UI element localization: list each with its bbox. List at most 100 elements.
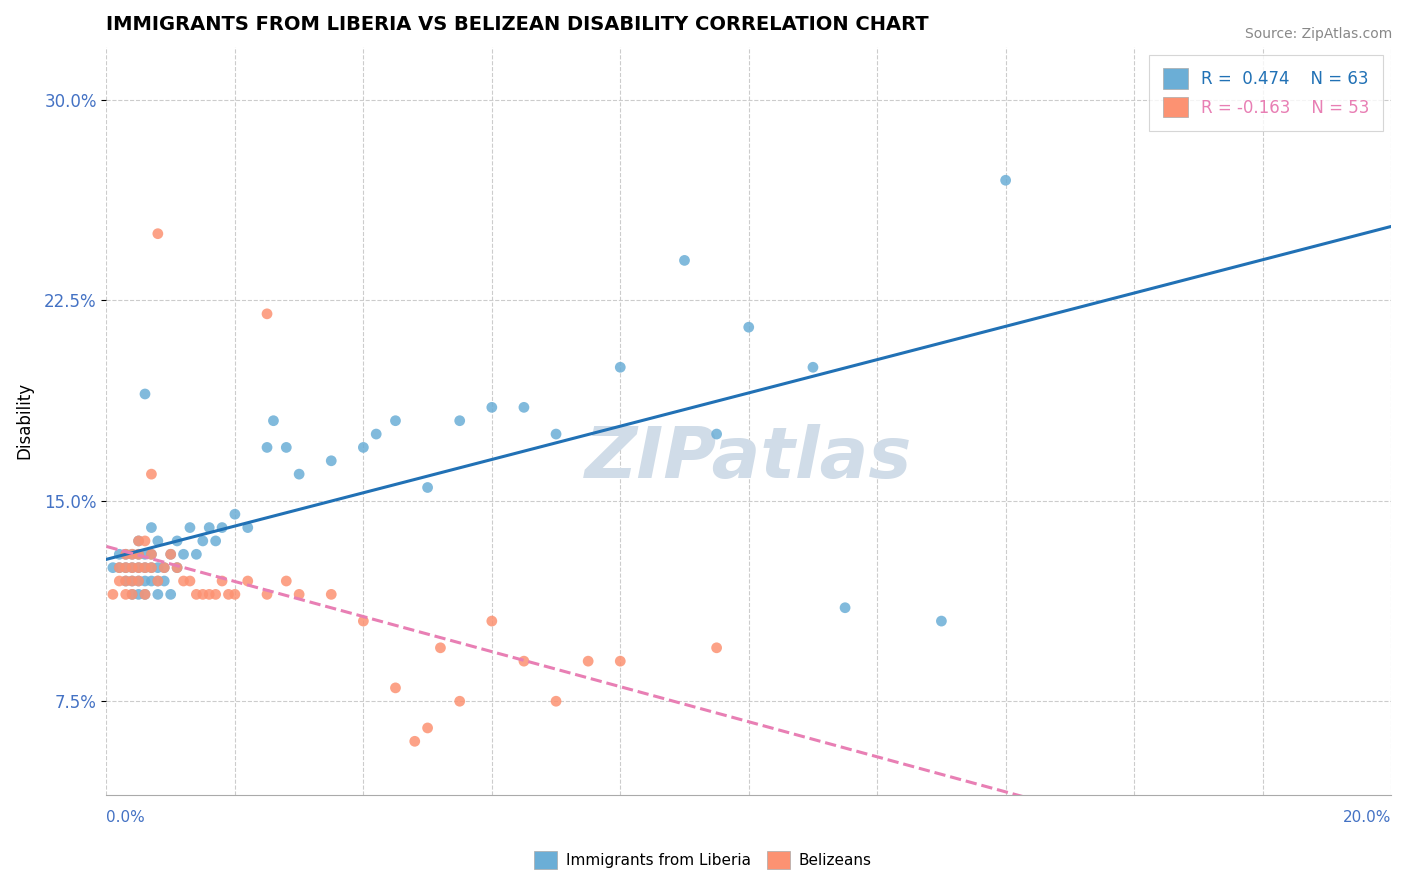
Point bbox=[146, 533, 169, 548]
Point bbox=[121, 587, 143, 601]
Point bbox=[179, 574, 201, 588]
Point bbox=[994, 173, 1017, 187]
Point bbox=[146, 587, 169, 601]
Point bbox=[211, 574, 233, 588]
Point bbox=[366, 427, 388, 442]
Point bbox=[121, 574, 143, 588]
Point bbox=[513, 401, 536, 415]
Point bbox=[352, 614, 374, 628]
Point bbox=[481, 401, 503, 415]
Point bbox=[159, 547, 181, 561]
Point bbox=[121, 560, 143, 574]
Point bbox=[121, 560, 143, 574]
Point bbox=[513, 654, 536, 668]
Point bbox=[738, 320, 761, 334]
Point bbox=[101, 560, 124, 574]
Point bbox=[276, 574, 298, 588]
Point bbox=[321, 587, 343, 601]
Point bbox=[173, 547, 195, 561]
Point bbox=[108, 560, 131, 574]
Point bbox=[384, 414, 406, 428]
Point bbox=[101, 587, 124, 601]
Point bbox=[134, 547, 156, 561]
Point bbox=[114, 574, 136, 588]
Point bbox=[141, 560, 163, 574]
Legend: Immigrants from Liberia, Belizeans: Immigrants from Liberia, Belizeans bbox=[529, 845, 877, 875]
Point bbox=[114, 547, 136, 561]
Point bbox=[121, 547, 143, 561]
Point bbox=[134, 587, 156, 601]
Point bbox=[256, 307, 278, 321]
Point bbox=[276, 441, 298, 455]
Point bbox=[134, 587, 156, 601]
Point bbox=[198, 587, 221, 601]
Point bbox=[108, 560, 131, 574]
Point bbox=[416, 481, 439, 495]
Text: ZIPatlas: ZIPatlas bbox=[585, 424, 912, 492]
Point bbox=[186, 547, 208, 561]
Point bbox=[191, 533, 214, 548]
Point bbox=[321, 454, 343, 468]
Point bbox=[218, 587, 240, 601]
Point bbox=[121, 587, 143, 601]
Point bbox=[153, 560, 176, 574]
Point bbox=[141, 547, 163, 561]
Point bbox=[128, 547, 150, 561]
Point bbox=[609, 360, 631, 375]
Point bbox=[128, 574, 150, 588]
Point bbox=[121, 574, 143, 588]
Point bbox=[134, 560, 156, 574]
Text: 20.0%: 20.0% bbox=[1343, 810, 1391, 825]
Point bbox=[114, 560, 136, 574]
Point bbox=[224, 587, 246, 601]
Point bbox=[706, 427, 728, 442]
Point bbox=[153, 574, 176, 588]
Point bbox=[153, 560, 176, 574]
Point bbox=[159, 587, 181, 601]
Y-axis label: Disability: Disability bbox=[15, 382, 32, 459]
Point bbox=[128, 533, 150, 548]
Point bbox=[204, 533, 226, 548]
Point bbox=[166, 560, 188, 574]
Point bbox=[114, 560, 136, 574]
Point bbox=[834, 600, 856, 615]
Text: IMMIGRANTS FROM LIBERIA VS BELIZEAN DISABILITY CORRELATION CHART: IMMIGRANTS FROM LIBERIA VS BELIZEAN DISA… bbox=[107, 15, 929, 34]
Point bbox=[141, 520, 163, 534]
Point bbox=[141, 547, 163, 561]
Point bbox=[544, 694, 567, 708]
Point bbox=[173, 574, 195, 588]
Point bbox=[256, 587, 278, 601]
Point bbox=[121, 547, 143, 561]
Point bbox=[134, 387, 156, 401]
Point bbox=[198, 520, 221, 534]
Point bbox=[128, 547, 150, 561]
Point bbox=[146, 227, 169, 241]
Text: Source: ZipAtlas.com: Source: ZipAtlas.com bbox=[1244, 27, 1392, 41]
Point bbox=[128, 587, 150, 601]
Point bbox=[288, 587, 311, 601]
Point bbox=[262, 414, 284, 428]
Point bbox=[609, 654, 631, 668]
Point bbox=[128, 560, 150, 574]
Legend: R =  0.474    N = 63, R = -0.163    N = 53: R = 0.474 N = 63, R = -0.163 N = 53 bbox=[1149, 55, 1382, 130]
Point bbox=[108, 574, 131, 588]
Point bbox=[166, 560, 188, 574]
Point bbox=[224, 507, 246, 521]
Point bbox=[179, 520, 201, 534]
Point bbox=[114, 547, 136, 561]
Point bbox=[352, 441, 374, 455]
Point bbox=[236, 520, 259, 534]
Point bbox=[801, 360, 824, 375]
Point bbox=[706, 640, 728, 655]
Point bbox=[128, 574, 150, 588]
Point bbox=[449, 694, 471, 708]
Point bbox=[191, 587, 214, 601]
Point bbox=[449, 414, 471, 428]
Point bbox=[211, 520, 233, 534]
Point bbox=[166, 533, 188, 548]
Point bbox=[256, 441, 278, 455]
Point bbox=[673, 253, 696, 268]
Point bbox=[186, 587, 208, 601]
Point bbox=[141, 560, 163, 574]
Point bbox=[134, 533, 156, 548]
